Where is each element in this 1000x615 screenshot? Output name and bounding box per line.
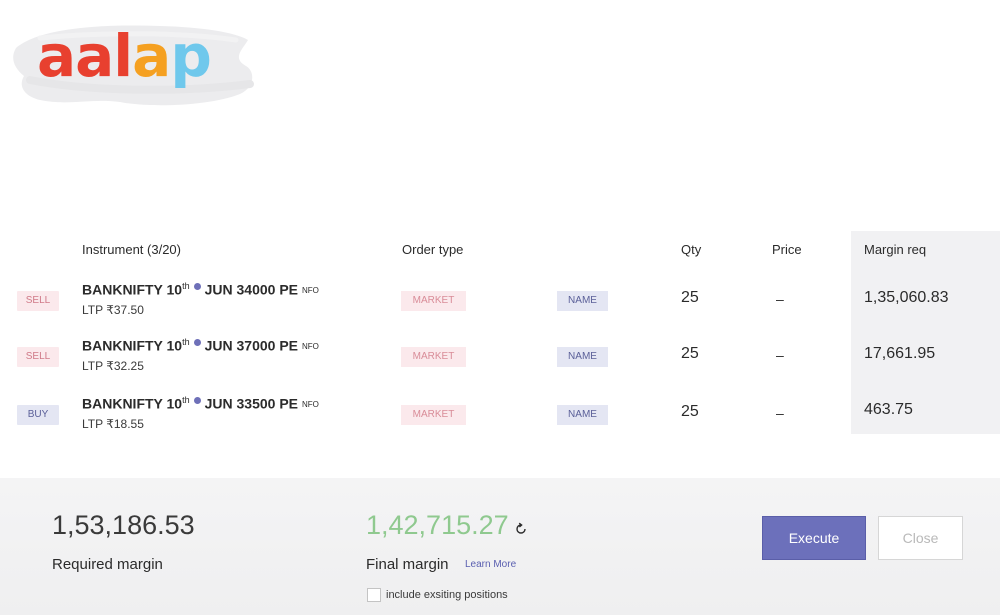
header-qty: Qty bbox=[681, 242, 702, 257]
name-button[interactable]: NAME bbox=[557, 291, 608, 311]
instrument-name: BANKNIFTY 10th JUN 33500 PE NFO bbox=[82, 395, 319, 412]
final-margin-value: 1,42,715.27 bbox=[366, 510, 509, 540]
header-price: Price bbox=[772, 242, 802, 257]
refresh-icon[interactable] bbox=[514, 522, 528, 536]
order-type-selector[interactable]: MARKET bbox=[401, 291, 466, 311]
name-button[interactable]: NAME bbox=[557, 405, 608, 425]
qty-value[interactable]: 25 bbox=[681, 403, 699, 420]
header-instrument: Instrument (3/20) bbox=[82, 242, 181, 257]
instrument-contract: JUN 33500 PE bbox=[204, 395, 299, 412]
logo-brush-stroke bbox=[13, 25, 254, 106]
instrument-symbol: BANKNIFTY 10 bbox=[82, 395, 183, 412]
side-badge-sell[interactable]: SELL bbox=[17, 347, 59, 367]
instrument-exchange: NFO bbox=[302, 342, 319, 352]
instrument-symbol: BANKNIFTY 10 bbox=[82, 281, 183, 298]
instrument-dot-icon bbox=[193, 397, 201, 405]
instrument-contract: JUN 34000 PE bbox=[204, 281, 299, 298]
logo-letter: a bbox=[37, 22, 76, 90]
instrument-ltp: LTP ₹37.50 bbox=[82, 303, 144, 317]
price-value: – bbox=[776, 347, 784, 363]
margin-req-value: 17,661.95 bbox=[864, 345, 936, 362]
instrument-dot-icon bbox=[193, 339, 201, 347]
instrument-exchange: NFO bbox=[302, 400, 319, 410]
margin-req-value: 1,35,060.83 bbox=[864, 289, 949, 306]
instrument-day-suffix: th bbox=[182, 395, 190, 405]
logo-letter: l bbox=[113, 22, 133, 90]
instrument-ltp: LTP ₹32.25 bbox=[82, 359, 144, 373]
instrument-day-suffix: th bbox=[182, 337, 190, 347]
name-button[interactable]: NAME bbox=[557, 347, 608, 367]
instrument-exchange: NFO bbox=[302, 286, 319, 296]
margin-column-background bbox=[851, 231, 1000, 434]
side-badge-buy[interactable]: BUY bbox=[17, 405, 59, 425]
order-row: SELL BANKNIFTY 10th JUN 34000 PE NFO LTP ₹… bbox=[0, 277, 1000, 333]
side-badge-sell[interactable]: SELL bbox=[17, 291, 59, 311]
logo-letter: a bbox=[75, 22, 114, 90]
logo-letter: a bbox=[132, 22, 171, 90]
instrument-day-suffix: th bbox=[182, 281, 190, 291]
required-margin-value: 1,53,186.53 bbox=[52, 510, 195, 540]
aalap-logo: aalap bbox=[10, 10, 260, 110]
required-margin-label: Required margin bbox=[52, 556, 163, 573]
logo-wordmark: aalap bbox=[37, 22, 212, 90]
order-row: BUY BANKNIFTY 10th JUN 33500 PE NFO LTP ₹1… bbox=[0, 391, 1000, 447]
final-margin-label: Final margin bbox=[366, 556, 449, 573]
logo-letter: p bbox=[170, 22, 212, 90]
instrument-contract: JUN 37000 PE bbox=[204, 337, 299, 354]
instrument-dot-icon bbox=[193, 283, 201, 291]
margin-req-value: 463.75 bbox=[864, 401, 913, 418]
header-margin-req: Margin req bbox=[864, 242, 927, 257]
qty-value[interactable]: 25 bbox=[681, 289, 699, 306]
price-value: – bbox=[776, 405, 784, 421]
order-row: SELL BANKNIFTY 10th JUN 37000 PE NFO LTP ₹… bbox=[0, 333, 1000, 389]
instrument-name: BANKNIFTY 10th JUN 37000 PE NFO bbox=[82, 337, 319, 354]
order-type-selector[interactable]: MARKET bbox=[401, 405, 466, 425]
order-type-selector[interactable]: MARKET bbox=[401, 347, 466, 367]
header-order-type: Order type bbox=[402, 242, 464, 257]
qty-value[interactable]: 25 bbox=[681, 345, 699, 362]
close-button[interactable]: Close bbox=[878, 516, 963, 560]
instrument-symbol: BANKNIFTY 10 bbox=[82, 337, 183, 354]
include-positions-label: include exsiting positions bbox=[386, 589, 508, 601]
price-value: – bbox=[776, 291, 784, 307]
summary-footer: 1,53,186.53 Required margin 1,42,715.27 … bbox=[0, 478, 1000, 615]
learn-more-link[interactable]: Learn More bbox=[465, 559, 517, 570]
execute-button[interactable]: Execute bbox=[762, 516, 866, 560]
instrument-ltp: LTP ₹18.55 bbox=[82, 417, 144, 431]
include-positions-checkbox[interactable] bbox=[367, 588, 381, 602]
instrument-name: BANKNIFTY 10th JUN 34000 PE NFO bbox=[82, 281, 319, 298]
